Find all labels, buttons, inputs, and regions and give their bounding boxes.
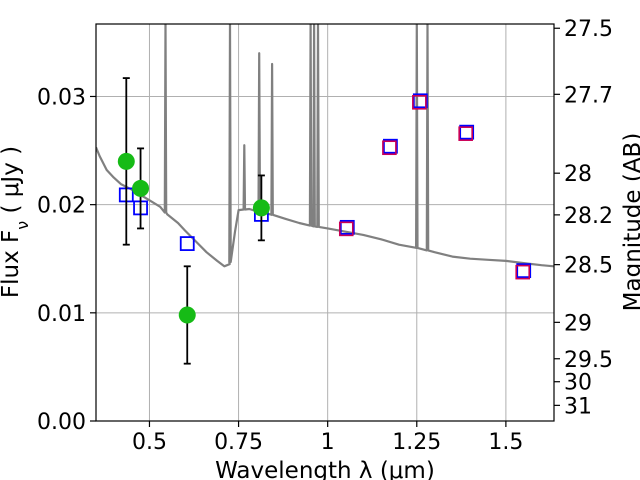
y-tick-label: 0.03 bbox=[37, 85, 86, 110]
y-axis-title-tail: ( μJy ) bbox=[0, 146, 24, 221]
template-spectrum bbox=[96, 24, 554, 268]
y2-tick-label: 27.5 bbox=[564, 17, 613, 42]
observed-point bbox=[117, 152, 135, 170]
y-axis-title: Flux Fν ( μJy ) bbox=[0, 146, 32, 298]
x-tick-label: 1 bbox=[321, 430, 335, 455]
y2-tick-label: 28.5 bbox=[564, 254, 613, 279]
plot-frame bbox=[95, 23, 555, 422]
model-square-red bbox=[382, 140, 397, 156]
y2-tick-label: 27.7 bbox=[564, 83, 613, 108]
y2-axis-title: Magnitude (AB) bbox=[620, 133, 640, 312]
model-square-red bbox=[515, 264, 531, 280]
x-tick-label: 0.75 bbox=[214, 430, 263, 455]
data-markers bbox=[117, 77, 532, 365]
observed-point bbox=[178, 306, 196, 324]
y2-tick-label: 30 bbox=[564, 371, 592, 396]
x-axis-title: Wavelength λ (μm) bbox=[215, 458, 435, 480]
y-tick-label: 0.01 bbox=[37, 302, 86, 327]
x-tick-label: 0.5 bbox=[132, 430, 167, 455]
observed-point bbox=[132, 179, 150, 197]
model-square-blue bbox=[383, 138, 398, 154]
model-square-blue bbox=[412, 93, 428, 109]
model-square-blue bbox=[339, 219, 355, 235]
x-tick-label: 1.25 bbox=[392, 430, 441, 455]
y2-tick-label: 31 bbox=[564, 394, 592, 419]
y-tick-label: 0.00 bbox=[37, 410, 86, 435]
y-axis-title-main: Flux F bbox=[0, 230, 24, 298]
y2-tick-label: 29 bbox=[564, 311, 592, 336]
model-square-red bbox=[338, 221, 354, 237]
y2-tick-label: 28.2 bbox=[564, 204, 613, 229]
model-square-blue bbox=[459, 124, 475, 140]
y-axis-title-sub: ν bbox=[13, 221, 32, 230]
x-tick-label: 1.5 bbox=[488, 430, 523, 455]
observed-point bbox=[252, 199, 270, 217]
model-square-red bbox=[458, 126, 473, 141]
model-square-blue bbox=[179, 236, 195, 251]
model-square-blue bbox=[516, 263, 532, 279]
model-square-red bbox=[412, 95, 427, 110]
axis-ticks: 0.5 0.75 1 1.25 1.5 0.00 0.01 0.02 0.03 27.5 27.7 2… bbox=[37, 17, 613, 455]
y2-tick-label: 28 bbox=[564, 162, 592, 187]
y-tick-label: 0.02 bbox=[37, 194, 86, 219]
y2-tick-label: 29.5 bbox=[564, 348, 613, 373]
template-spectrum-line bbox=[96, 24, 554, 268]
